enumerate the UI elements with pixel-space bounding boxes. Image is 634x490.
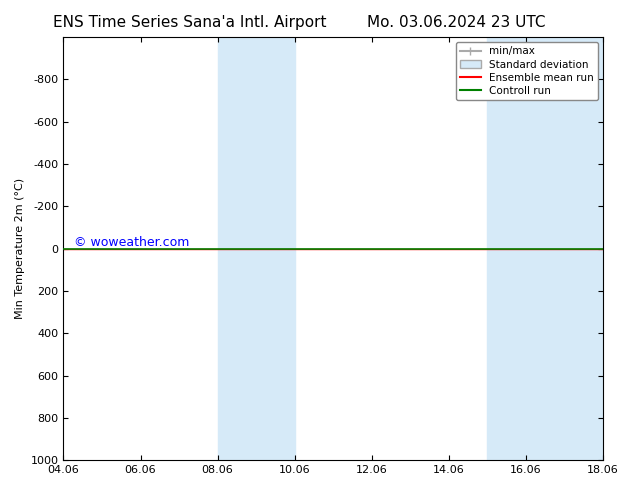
- Text: ENS Time Series Sana'a Intl. Airport: ENS Time Series Sana'a Intl. Airport: [53, 15, 327, 30]
- Y-axis label: Min Temperature 2m (°C): Min Temperature 2m (°C): [15, 178, 25, 319]
- Bar: [526, 37, 603, 460]
- Text: Mo. 03.06.2024 23 UTC: Mo. 03.06.2024 23 UTC: [367, 15, 546, 30]
- Bar: [256, 37, 295, 460]
- Text: © woweather.com: © woweather.com: [74, 236, 190, 248]
- Bar: [217, 37, 256, 460]
- Legend: min/max, Standard deviation, Ensemble mean run, Controll run: min/max, Standard deviation, Ensemble me…: [456, 42, 598, 100]
- Bar: [488, 37, 526, 460]
